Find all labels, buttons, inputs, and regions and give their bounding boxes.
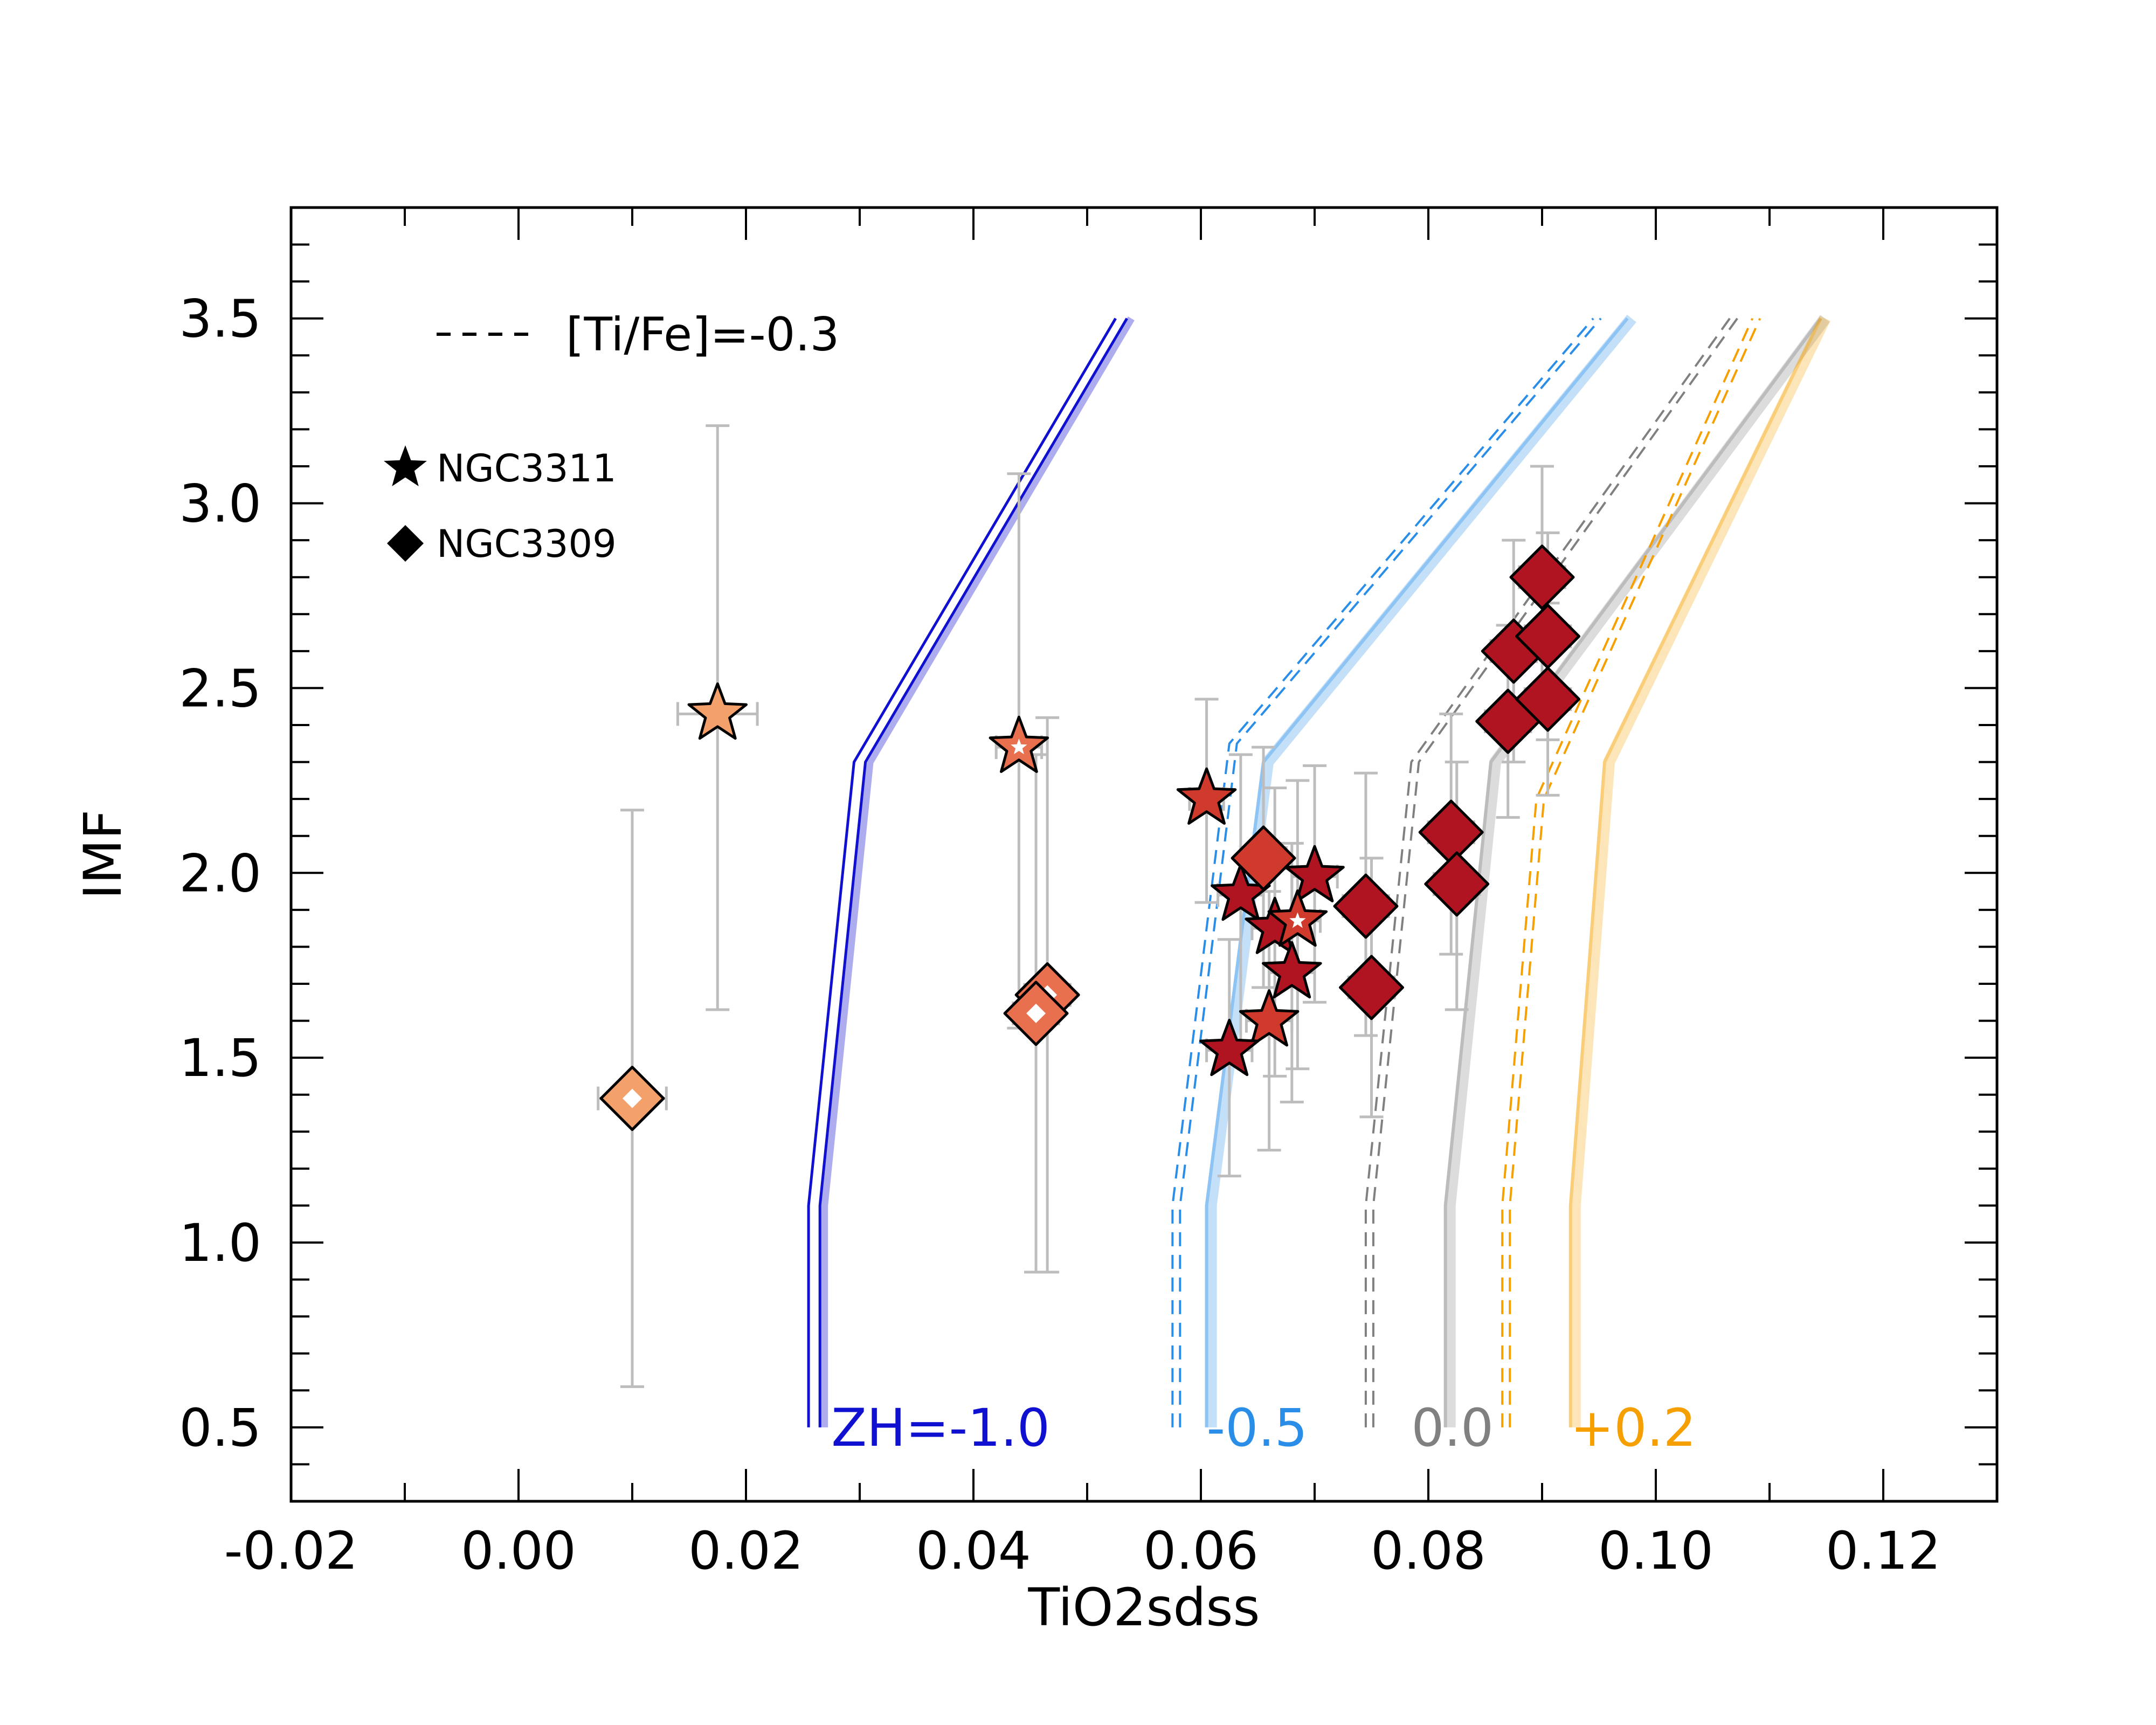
x-tick-label: 0.10 — [1598, 1521, 1713, 1581]
ngc3309-diamond-point — [1509, 544, 1575, 610]
y-tick-label: 0.5 — [179, 1398, 261, 1458]
legend-ngc3309-label: NGC3309 — [437, 522, 617, 566]
model-line-solid — [1443, 317, 1822, 1427]
star-point-center — [1011, 739, 1027, 755]
ngc3311-star-point — [1239, 989, 1300, 1047]
x-tick-label: 0.08 — [1371, 1521, 1486, 1581]
model-line-dashed — [1501, 318, 1754, 1427]
ngc3311-star-point — [1284, 845, 1345, 902]
model-line-solid — [1568, 318, 1822, 1427]
model-line-dashed — [1171, 318, 1594, 1427]
ngc3311-star-point — [1176, 767, 1237, 825]
x-tick-label: 0.02 — [688, 1521, 804, 1581]
model-band-solid — [820, 316, 1135, 1427]
x-axis-title: TiO2sdss — [1028, 1577, 1260, 1638]
ngc3309-diamond-point — [1515, 666, 1581, 732]
model-lines — [807, 314, 1830, 1427]
tick-labels: -0.02 0.00 0.02 0.04 0.06 0.08 0.10 0.12 0.5 1.0 1… — [179, 289, 1941, 1581]
star-point-center — [1289, 912, 1306, 928]
y-axis-title: IMF — [73, 810, 133, 899]
y-tick-label: 2.0 — [179, 843, 261, 903]
ngc3309-diamond-point — [1231, 825, 1296, 891]
x-tick-label: 0.06 — [1143, 1521, 1259, 1581]
y-tick-label: 2.5 — [179, 658, 261, 719]
zh-label: 0.0 — [1411, 1398, 1494, 1458]
x-tick-label: 0.12 — [1826, 1521, 1941, 1581]
legend-diamond-icon — [387, 525, 424, 562]
legend: [Ti/Fe]=-0.3 NGC3311 NGC3309 — [384, 308, 839, 566]
legend-dashed-label: [Ti/Fe]=-0.3 — [566, 308, 839, 362]
ngc3311-star-point — [687, 682, 748, 740]
y-tick-label: 1.5 — [179, 1028, 261, 1088]
model-line-dashed — [1179, 318, 1602, 1427]
y-tick-label: 3.5 — [179, 289, 261, 349]
ngc3311-star-point — [1262, 941, 1322, 999]
model-line-solid — [818, 318, 1128, 1427]
data-markers — [599, 544, 1581, 1131]
legend-ngc3311-label: NGC3311 — [437, 446, 617, 491]
ngc3309-diamond-point — [1333, 873, 1399, 939]
axis-ticks — [290, 206, 1998, 1502]
zh-label: ZH=-1.0 — [831, 1398, 1050, 1458]
model-line-dashed — [1509, 318, 1761, 1427]
ngc3309-diamond-point — [1339, 955, 1404, 1020]
legend-star-icon — [384, 445, 427, 486]
x-tick-label: 0.04 — [916, 1521, 1031, 1581]
model-band-solid — [1568, 315, 1830, 1427]
ngc3309-diamond-point — [1424, 851, 1490, 917]
ngc3311-star-point — [1199, 1018, 1260, 1077]
model-line-dashed — [1364, 318, 1731, 1427]
diamond-point-center — [623, 1088, 642, 1108]
model-line-solid — [1205, 317, 1629, 1427]
model-line-dashed — [1372, 318, 1738, 1427]
y-tick-label: 1.0 — [179, 1213, 261, 1273]
zh-label: +0.2 — [1571, 1398, 1696, 1458]
y-tick-label: 3.0 — [179, 474, 261, 534]
metallicity-labels: ZH=-1.0 -0.5 0.0 +0.2 — [831, 1398, 1696, 1458]
diamond-point-center — [1026, 1003, 1046, 1023]
x-tick-label: -0.02 — [224, 1521, 358, 1581]
plot-frame — [289, 206, 1999, 1503]
zh-label: -0.5 — [1207, 1398, 1308, 1458]
model-line-secondary — [807, 318, 1117, 1427]
x-tick-label: 0.00 — [461, 1521, 576, 1581]
